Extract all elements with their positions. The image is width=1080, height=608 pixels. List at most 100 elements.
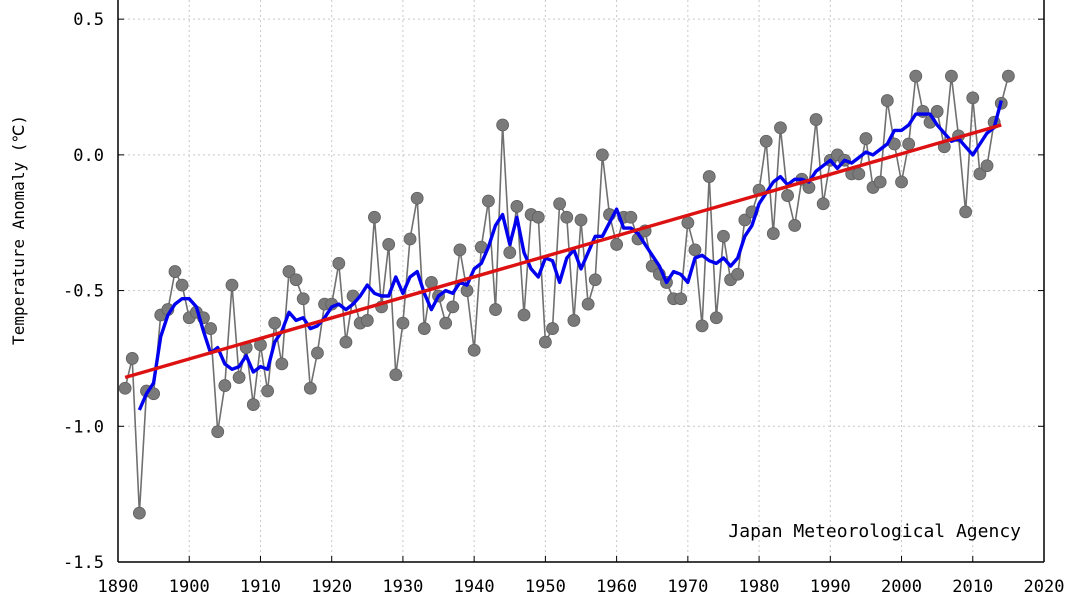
annual-anomaly-point (581, 297, 595, 311)
annual-anomaly-point (930, 105, 944, 118)
annual-anomaly-point (246, 398, 260, 411)
grid-lines (117, 0, 1045, 563)
annual-anomaly-point (695, 319, 709, 333)
annual-anomaly-point (959, 205, 973, 219)
annual-anomaly-point (852, 167, 866, 181)
annual-anomaly-point (289, 273, 303, 287)
annual-anomaly-point (453, 243, 467, 257)
annual-anomaly-point (481, 194, 495, 208)
linear-trend-line (124, 123, 1002, 380)
annual-anomaly-point (560, 210, 574, 224)
annual-anomaly-point (766, 227, 780, 240)
annual-anomaly-point (966, 91, 980, 105)
x-axis-tick-labels: 1890 1900 1910 1920 1930 1940 1950 1960 1970 1980… (98, 577, 1065, 597)
annual-anomaly-point (902, 137, 916, 151)
annual-anomaly-point (859, 132, 873, 145)
annual-anomaly-point (396, 316, 410, 330)
y-tick-label: 0.0 (73, 146, 104, 166)
annual-anomaly-point (688, 243, 702, 257)
annual-anomaly-point (538, 335, 552, 349)
annual-anomaly-line (124, 75, 1010, 514)
annual-anomaly-point (339, 335, 353, 349)
annual-anomaly-point (417, 322, 431, 335)
annual-anomaly-point (204, 322, 218, 335)
annual-anomaly-point (624, 210, 638, 224)
annual-anomaly-point (261, 384, 274, 398)
annual-anomaly-point (880, 94, 894, 107)
annual-anomaly-point (175, 278, 189, 292)
y-tick-label: -1.0 (63, 417, 104, 437)
annual-anomaly-point (980, 159, 994, 173)
five-year-average-line (137, 100, 1003, 411)
annual-anomaly-point (681, 216, 695, 230)
annual-anomaly-point (446, 300, 460, 314)
annual-anomaly-point (282, 265, 296, 278)
annual-anomaly-point (517, 308, 531, 322)
annual-anomaly-point (303, 381, 317, 395)
annual-anomaly-point (702, 170, 716, 183)
x-tick-label: 1960 (596, 577, 637, 597)
annual-anomaly-point (1001, 69, 1015, 83)
annual-anomaly-point (816, 197, 830, 211)
five-year-average-series (137, 100, 1003, 411)
x-tick-label: 2020 (1024, 577, 1065, 597)
annual-anomaly-point (382, 238, 396, 251)
annual-anomaly-point (332, 257, 346, 270)
annual-anomaly-point (360, 314, 374, 327)
x-tick-label: 2010 (952, 577, 993, 597)
annual-anomaly-point (389, 368, 403, 382)
annual-anomaly-point (296, 292, 310, 306)
annual-anomaly-point (211, 425, 225, 439)
x-tick-label: 1900 (169, 577, 210, 597)
annual-anomaly-point (168, 265, 182, 278)
annual-anomaly-point (781, 189, 794, 202)
x-tick-label: 1910 (240, 577, 281, 597)
annual-anomaly-point (368, 210, 381, 224)
linear-trend-series (124, 123, 1002, 380)
annual-anomaly-point (788, 219, 802, 232)
annual-anomaly-point (232, 371, 246, 384)
annual-anomaly-series (124, 75, 1010, 514)
annual-anomaly-point (225, 278, 239, 292)
annual-anomaly-point (510, 200, 524, 213)
annual-anomaly-point (567, 314, 581, 327)
annual-anomaly-point (118, 381, 132, 395)
annual-anomaly-point (311, 346, 324, 360)
annual-anomaly-point (403, 232, 417, 246)
x-tick-label: 1890 (98, 577, 139, 597)
x-tick-label: 1920 (311, 577, 352, 597)
annual-anomaly-point (873, 175, 887, 189)
annual-anomaly-point (218, 379, 232, 392)
annual-anomaly-point (275, 357, 289, 371)
annual-anomaly-point (410, 191, 424, 205)
plot-frame (117, 0, 1045, 563)
x-tick-label: 1970 (667, 577, 708, 597)
source-credit: Japan Meteorological Agency (728, 521, 1021, 542)
y-axis-tick-labels: 0.5 0.0 -0.5 -1.0 -1.5 (63, 10, 104, 573)
annual-anomaly-point (809, 113, 823, 126)
annual-anomaly-point (467, 343, 481, 357)
annual-anomaly-point (909, 69, 923, 83)
annual-anomaly-point (531, 210, 545, 224)
annual-anomaly-point (709, 311, 723, 325)
annual-anomaly-point (674, 292, 688, 306)
annual-anomaly-point (503, 246, 517, 259)
annual-anomaly-point (595, 148, 609, 162)
annual-anomaly-point (610, 238, 624, 251)
x-tick-label: 1990 (810, 577, 851, 597)
annual-anomaly-point (132, 506, 146, 520)
y-axis-title: Temperature Anomaly (℃) (9, 115, 28, 345)
x-tick-label: 1940 (454, 577, 495, 597)
annual-anomaly-point (125, 352, 139, 365)
annual-anomaly-point (588, 273, 602, 287)
annual-anomaly-point (973, 167, 987, 181)
annual-anomaly-point (496, 118, 510, 132)
annual-anomaly-point (895, 175, 908, 189)
annual-anomaly-point (489, 303, 502, 316)
x-tick-label: 2000 (881, 577, 922, 597)
annual-anomaly-points (118, 69, 1015, 520)
y-tick-label: -0.5 (63, 282, 104, 302)
x-tick-label: 1930 (382, 577, 423, 597)
annual-anomaly-point (717, 229, 730, 243)
annual-anomaly-point (731, 267, 745, 281)
